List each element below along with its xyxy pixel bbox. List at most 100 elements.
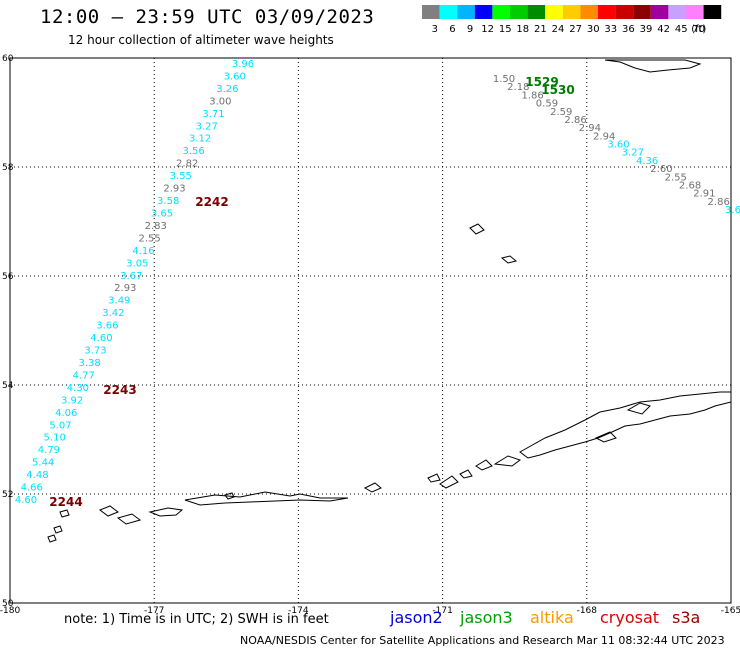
legend-swatch	[527, 5, 546, 19]
swh-reading: 2.82	[176, 159, 198, 170]
pass-time-label: 2242	[195, 195, 228, 209]
legend-label: 30	[587, 24, 600, 35]
lat-tick-label: 54	[2, 381, 14, 391]
swh-reading: 3.65	[151, 208, 173, 219]
swh-reading: 3.96	[232, 59, 254, 70]
lat-tick-label: 56	[2, 272, 14, 282]
swh-reading: 2.86	[708, 197, 730, 208]
coastline	[184, 491, 349, 506]
swh-reading: 5.07	[49, 420, 71, 431]
map-frame	[9, 57, 732, 604]
legend-swatch	[686, 5, 704, 19]
footer-note: note: 1) Time is in UTC; 2) SWH is in fe…	[64, 612, 329, 627]
swh-reading: 2.55	[138, 233, 160, 244]
swh-reading: 3.00	[209, 96, 231, 107]
lat-tick-label: 58	[2, 163, 14, 173]
swh-reading: 4.16	[132, 246, 154, 257]
coastline	[439, 475, 459, 489]
legend-swatch	[598, 5, 616, 19]
swh-reading: 3.27	[196, 121, 218, 132]
coastline	[116, 513, 142, 525]
swh-reading: 3.12	[189, 134, 211, 145]
swh-reading: 3.67	[120, 271, 142, 282]
swh-reading: 5.44	[32, 458, 54, 469]
legend-label: 70	[692, 24, 705, 35]
swh-reading: 3.58	[157, 196, 179, 207]
satellite-name: jason2	[390, 608, 443, 627]
legend-label: 33	[604, 24, 617, 35]
coastline	[427, 473, 441, 483]
legend-swatch	[615, 5, 634, 19]
swh-reading: 1.86	[521, 90, 543, 101]
coastline	[363, 482, 382, 493]
legend-swatch	[668, 5, 686, 19]
legend-label: 6	[449, 24, 455, 35]
swh-reading: 3.73	[84, 346, 106, 357]
legend-label: 15	[499, 24, 512, 35]
credit-line: NOAA/NESDIS Center for Satellite Applica…	[240, 634, 725, 647]
swh-reading: 3.56	[183, 146, 205, 157]
legend-swatch	[422, 5, 440, 19]
lon-tick-label: -171	[432, 606, 452, 616]
legend-colorbar: 3 6 9 12 15 18 21 24 27 30 33 36 39 42 45 70(ft)	[422, 5, 722, 35]
swh-reading: 3.49	[108, 296, 130, 307]
coastline	[469, 223, 485, 235]
legend-label: 36	[622, 24, 635, 35]
swh-reading: 4.30	[67, 383, 89, 394]
legend-swatch	[703, 5, 722, 19]
legend-swatch	[510, 5, 528, 19]
legend-label: 12	[481, 24, 494, 35]
swh-reading: 4.48	[26, 470, 48, 481]
swh-reading: 2.60	[650, 164, 672, 175]
swh-reading: 3.6	[725, 205, 740, 216]
legend-label: 42	[657, 24, 670, 35]
swh-reading: 4.36	[636, 156, 658, 167]
coastline	[98, 505, 120, 517]
coastline	[500, 255, 518, 264]
satellite-name: cryosat	[600, 608, 660, 627]
map-title: 12:00 – 23:59 UTC 03/09/2023	[40, 6, 375, 28]
legend-label: 24	[552, 24, 565, 35]
coastline	[519, 391, 732, 459]
swh-reading: 2.59	[550, 107, 572, 118]
coastline	[47, 534, 57, 543]
coastline	[604, 59, 702, 73]
pass-time-label: 2243	[103, 383, 136, 397]
pass-time-label: 1530	[541, 83, 574, 97]
lon-tick-label: -180	[0, 606, 20, 616]
legend-swatch	[474, 5, 493, 19]
lat-tick-label: 52	[2, 490, 13, 500]
swh-reading: 2.94	[593, 131, 615, 142]
lat-tick-label: 60	[2, 54, 14, 64]
legend-label: 27	[569, 24, 582, 35]
coastline	[626, 402, 651, 415]
swh-reading: 2.68	[679, 180, 701, 191]
swh-reading: 4.77	[73, 370, 95, 381]
swh-reading: 2.55	[665, 172, 687, 183]
swh-reading: 3.60	[607, 140, 629, 151]
swh-reading: 2.18	[507, 82, 529, 93]
swh-reading: 3.27	[622, 148, 644, 159]
swh-reading: 2.86	[564, 115, 586, 126]
legend-label: 9	[467, 24, 473, 35]
satellite-name: jason3	[460, 608, 513, 627]
legend-unit: (ft)	[691, 24, 706, 35]
swh-reading: 3.66	[96, 321, 118, 332]
coastline	[224, 492, 235, 500]
legend-label: 18	[516, 24, 529, 35]
swh-reading: 1.50	[493, 74, 515, 85]
swh-reading: 2.93	[114, 283, 136, 294]
coastline	[594, 431, 617, 443]
swh-reading: 4.06	[55, 408, 77, 419]
legend-swatch	[633, 5, 651, 19]
swh-reading: 2.83	[145, 221, 167, 232]
wave-height-legend: 3 6 9 12 15 18 21 24 27 30 33 36 39 42 45 70 (ft)	[422, 5, 740, 41]
lon-tick-label: -174	[288, 606, 309, 616]
legend-label: 21	[534, 24, 547, 35]
swh-reading: 4.60	[90, 333, 112, 344]
legend-swatch	[562, 5, 581, 19]
coastline	[459, 469, 473, 479]
coastline	[53, 525, 63, 534]
swh-reading: 3.38	[79, 358, 101, 369]
map-subtitle: 12 hour collection of altimeter wave hei…	[68, 33, 334, 47]
